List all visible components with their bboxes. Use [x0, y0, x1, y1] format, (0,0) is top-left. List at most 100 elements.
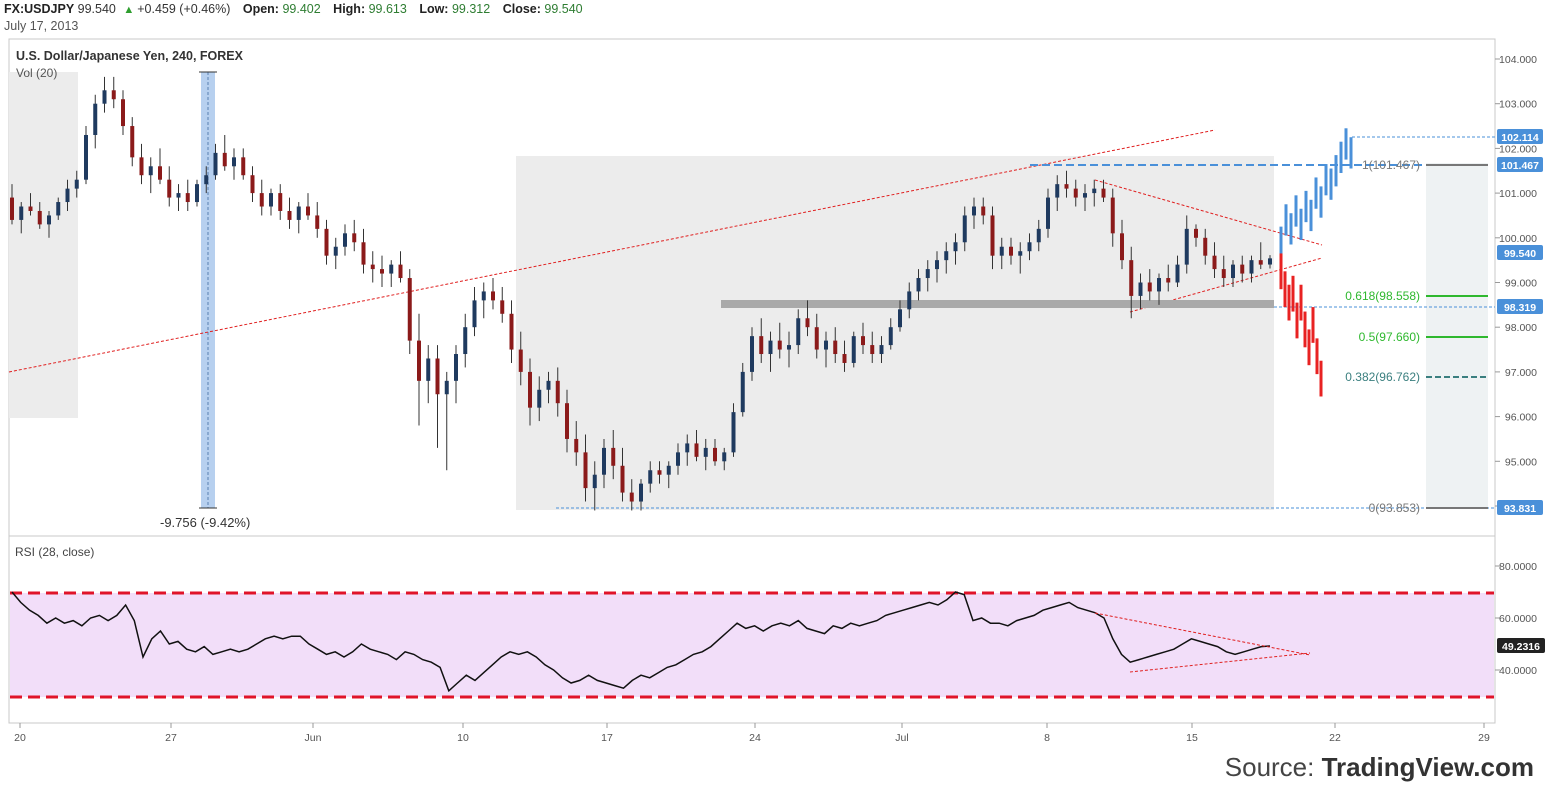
volume-range-box	[9, 72, 78, 418]
candle-body	[925, 269, 930, 279]
candle-body	[953, 242, 958, 252]
time-tick-label: 8	[1044, 732, 1050, 744]
candle-body	[1064, 184, 1069, 189]
triangle-upper-line	[1094, 179, 1323, 246]
candle-body	[1231, 264, 1235, 279]
price-tag-label: 102.114	[1501, 132, 1539, 144]
rsi-tick-label: 60.0000	[1499, 613, 1537, 625]
candle-body	[269, 193, 273, 207]
low-label: Low:	[419, 2, 449, 16]
time-tick-label: 20	[14, 732, 26, 744]
fib-label: 0.382(96.762)	[1345, 370, 1420, 384]
candle-body	[583, 452, 588, 489]
candle-body	[417, 340, 421, 381]
up-arrow-icon: ▲	[123, 4, 135, 16]
quote-row: FX:USDJPY 99.540 ▲ +0.459 (+0.46%) Open: …	[4, 2, 583, 16]
candle-body	[500, 300, 505, 314]
price-tick-label: 101.000	[1499, 188, 1537, 200]
candle-body	[398, 264, 403, 279]
candle-body	[370, 264, 375, 270]
candle-body	[102, 90, 107, 104]
close-value: 99.540	[544, 2, 583, 16]
fib-label: 1(101.467)	[1362, 158, 1420, 172]
candle-body	[537, 389, 542, 408]
rsi-label: RSI (28, close)	[15, 545, 94, 559]
candle-body	[990, 215, 995, 256]
candle-body	[306, 206, 310, 216]
rsi-line	[11, 591, 1271, 693]
rsi-pane	[10, 591, 1494, 699]
rsi-value-tag	[1497, 637, 1545, 653]
candle-body	[1194, 228, 1198, 238]
candle-body	[731, 412, 736, 453]
candle-body	[694, 443, 699, 457]
fib-label: 0.618(98.558)	[1345, 289, 1420, 303]
candle-body	[1129, 260, 1134, 296]
candle-body	[454, 354, 458, 381]
close-label: Close:	[502, 2, 541, 16]
candle-body	[56, 202, 61, 216]
candle-body	[222, 152, 227, 167]
candle-body	[47, 215, 51, 225]
upper-trendline	[8, 129, 1216, 373]
price-tick-label: 99.000	[1505, 278, 1537, 290]
time-tick-label: 24	[749, 732, 761, 744]
candle-body	[250, 175, 255, 194]
candle-body	[259, 193, 264, 207]
rsi-band	[10, 593, 1494, 697]
candle-body	[620, 465, 625, 493]
candle-body	[158, 166, 162, 180]
candle-body	[28, 206, 33, 211]
candle-body	[814, 327, 819, 350]
candle-body	[407, 278, 412, 341]
candle-body	[1009, 246, 1013, 256]
time-tick-label: Jul	[895, 732, 908, 744]
candle-body	[19, 206, 24, 220]
candle-body	[185, 193, 190, 203]
candle-body	[213, 152, 218, 176]
candle-body	[1258, 260, 1263, 265]
source-brand[interactable]: TradingView.com	[1321, 752, 1534, 782]
candle-body	[703, 447, 708, 457]
rsi-tick-label: 80.0000	[1499, 561, 1537, 573]
rsi-tick-label: 40.0000	[1499, 665, 1537, 677]
candle-body	[324, 228, 329, 256]
price-tag-box	[1497, 129, 1543, 144]
candle-body	[148, 166, 153, 176]
candle-body	[1018, 251, 1023, 256]
candle-body	[1268, 258, 1272, 265]
candle-body	[824, 340, 828, 350]
time-tick-label: Jun	[305, 732, 322, 744]
candle-body	[861, 336, 865, 346]
candle-body	[592, 474, 597, 489]
price-tag-label: 99.540	[1504, 248, 1536, 260]
candle-body	[565, 403, 569, 439]
source-footer: Source: TradingView.com	[1225, 752, 1534, 783]
candle-body	[1212, 255, 1217, 270]
candle-body	[1027, 242, 1032, 252]
support-zone	[721, 300, 1274, 308]
symbol-label[interactable]: FX:USDJPY	[4, 2, 75, 16]
candle-body	[93, 103, 98, 135]
candle-body	[481, 291, 486, 301]
candle-body	[278, 193, 283, 211]
candle-body	[287, 210, 292, 220]
high-label: High:	[333, 2, 366, 16]
candle-body	[389, 264, 394, 274]
candle-body	[981, 206, 986, 216]
rsi-value-label: 49.2316	[1502, 641, 1540, 653]
candle-body	[37, 210, 42, 225]
fib-label: 0(93.853)	[1369, 501, 1420, 515]
price-tag-box	[1497, 500, 1543, 515]
price-tick-label: 95.000	[1505, 456, 1537, 468]
candle-body	[648, 470, 653, 484]
volume-label: Vol (20)	[16, 66, 57, 80]
candle-body	[999, 246, 1004, 256]
candle-body	[241, 157, 246, 176]
candle-body	[296, 206, 301, 220]
candle-body	[10, 197, 14, 220]
candle-body	[833, 340, 838, 355]
candle-body	[352, 233, 357, 243]
candle-body	[629, 492, 634, 502]
